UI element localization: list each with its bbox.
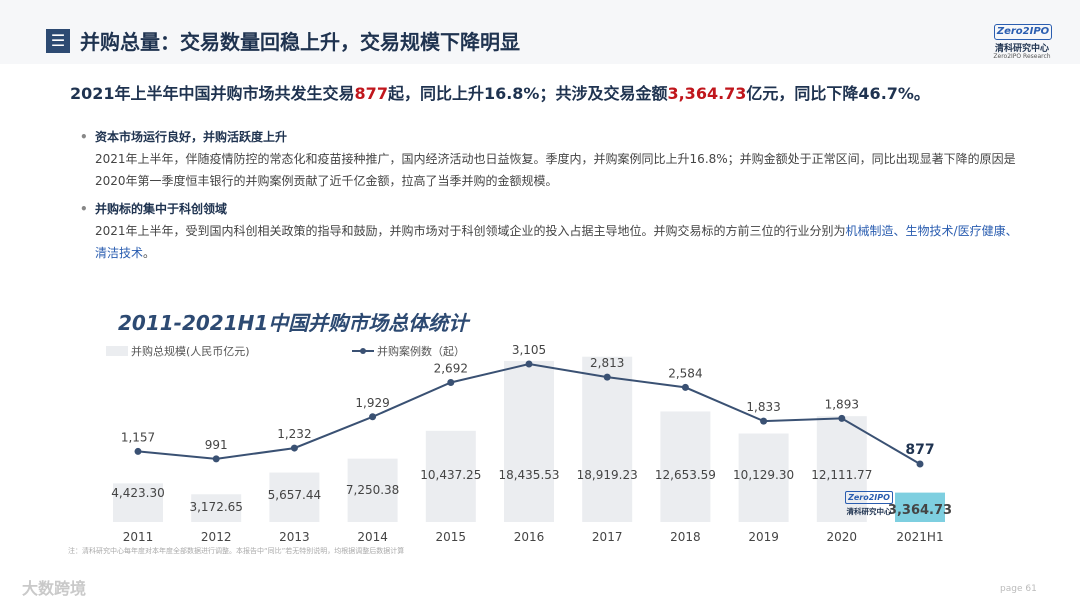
ma-chart: 并购总规模(人民币亿元) 并购案例数（起） 1,157 991 1,232 1,929 2,…	[106, 343, 952, 544]
legend-line-marker	[360, 348, 366, 354]
chart-title: 2011-2021H1中国并购市场总体统计	[118, 311, 469, 335]
bar	[738, 433, 789, 522]
line-value-label: 2,692	[434, 362, 468, 376]
x-tick-label: 2017	[592, 530, 623, 544]
stamp-logo: Zero2IPO 清科研究中心	[843, 491, 895, 521]
line-point	[760, 417, 768, 425]
bar-value-label: 4,423.30	[111, 486, 164, 500]
headline: 2021年上半年中国并购市场共发生交易877起，同比上升16.8%；共涉及交易金…	[70, 80, 930, 104]
paragraph-text: 2021年上半年，受到国内科创相关政策的指导和鼓励，并购市场对于科创领域企业的投…	[95, 224, 846, 238]
line-point	[681, 383, 689, 391]
x-tick-label: 2012	[201, 530, 232, 544]
headline-amount: 3,364.73	[667, 84, 747, 103]
bar	[582, 356, 633, 522]
line-value-label: 1,929	[355, 396, 389, 410]
footnote: 注：清科研究中心每年度对本年度全部数据进行调整。本报告中“同比”若无特别说明，均…	[68, 547, 405, 555]
line-point	[134, 447, 142, 455]
bar-value-label: 7,250.38	[346, 483, 399, 497]
legend-line-label: 并购案例数（起）	[377, 344, 465, 358]
bar-value-label: 3,364.73	[888, 503, 952, 518]
bar	[816, 416, 867, 522]
stamp-badge: Zero2IPO	[845, 491, 893, 504]
stamp-cn-text: 清科研究中心	[846, 507, 892, 516]
line-value-label: 2,813	[590, 356, 624, 370]
line-value-label: 991	[205, 438, 228, 452]
line-point	[838, 414, 846, 422]
bar	[191, 494, 242, 522]
bar	[347, 458, 398, 522]
line-point	[916, 460, 924, 468]
bar-value-label: 12,653.59	[655, 468, 716, 482]
x-tick-label: 2011	[123, 530, 154, 544]
logo-en-text: Zero2IPO Research	[993, 53, 1051, 60]
bar-value-label: 10,437.25	[420, 468, 481, 482]
line-value-label: 1,232	[277, 427, 311, 441]
bar-value-label: 3,172.65	[189, 500, 242, 514]
logo-cn-text: 清科研究中心	[994, 44, 1049, 54]
logo-badge: Zero2IPO	[994, 24, 1052, 40]
headline-part3: 亿元，同比下降46.7%。	[746, 84, 930, 103]
line-point	[447, 379, 455, 387]
line-point	[603, 373, 611, 381]
section-title: 资本市场运行良好，并购活跃度上升	[80, 126, 1020, 148]
section-title: 并购标的集中于科创领域	[80, 198, 1020, 220]
line-point	[525, 360, 533, 368]
paragraph-end: 。	[143, 246, 156, 260]
x-tick-label: 2013	[279, 530, 310, 544]
headline-part1: 2021年上半年中国并购市场共发生交易	[70, 84, 355, 103]
x-tick-label: 2016	[514, 530, 545, 544]
line-value-label: 1,893	[825, 397, 859, 411]
bar	[660, 411, 711, 522]
section-paragraph: 2021年上半年，受到国内科创相关政策的指导和鼓励，并购市场对于科创领域企业的投…	[80, 220, 1020, 264]
bar	[504, 360, 554, 522]
headline-part2: 起，同比上升16.8%；共涉及交易金额	[387, 84, 668, 103]
line-value-label: 2,584	[668, 366, 702, 380]
legend-bar-swatch	[106, 346, 128, 356]
bar	[113, 483, 163, 522]
bar-value-label: 5,657.44	[268, 488, 321, 502]
line-value-label: 877	[905, 442, 934, 458]
legend-bar-label: 并购总规模(人民币亿元)	[131, 344, 250, 358]
menu-icon: ☰	[46, 29, 70, 53]
bar	[425, 430, 476, 522]
line-point	[212, 455, 220, 463]
x-tick-label: 2021H1	[896, 530, 943, 544]
x-tick-label: 2018	[670, 530, 701, 544]
bar	[895, 492, 945, 522]
page-title: 并购总量：交易数量回稳上升，交易规模下降明显	[80, 30, 520, 54]
x-tick-label: 2020	[827, 530, 858, 544]
header-bar	[0, 0, 1080, 64]
bar-value-label: 10,129.30	[733, 468, 794, 482]
body-text: 资本市场运行良好，并购活跃度上升 2021年上半年，伴随疫情防控的常态化和疫苗接…	[80, 126, 1020, 264]
line-point	[369, 413, 377, 421]
highlighted-industries: 机械制造、生物技术/医疗健康、清洁技术	[95, 224, 1018, 260]
section-paragraph: 2021年上半年，伴随疫情防控的常态化和疫苗接种推广，国内经济活动也日益恢复。季…	[95, 152, 1016, 188]
page-number: page 61	[1000, 584, 1037, 594]
bar	[269, 472, 320, 522]
line-value-label: 3,105	[512, 343, 546, 357]
headline-count: 877	[354, 84, 388, 103]
x-tick-label: 2019	[748, 530, 779, 544]
bar-value-label: 12,111.77	[811, 468, 872, 482]
zero2ipo-logo: Zero2IPO 清科研究中心 Zero2IPO Research	[986, 24, 1058, 62]
x-tick-label: 2014	[357, 530, 388, 544]
bar-value-label: 18,919.23	[577, 468, 638, 482]
bar-value-label: 18,435.53	[498, 468, 559, 482]
brand-watermark: 大数跨境	[22, 579, 87, 598]
line-value-label: 1,833	[746, 400, 780, 414]
line-value-label: 1,157	[121, 430, 155, 444]
x-tick-label: 2015	[436, 530, 467, 544]
line-point	[290, 444, 298, 452]
